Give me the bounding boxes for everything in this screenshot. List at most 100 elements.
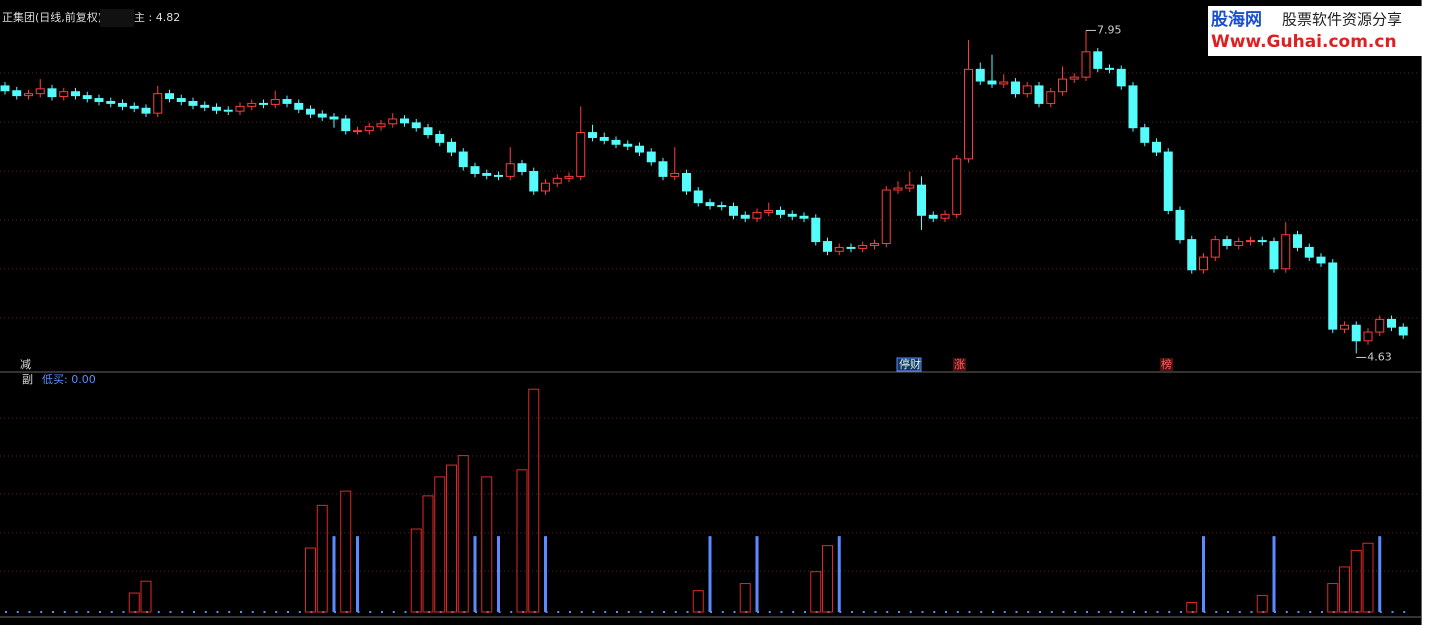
candle-body (1140, 127, 1150, 143)
candle-body (317, 113, 327, 118)
signal-bar (340, 490, 352, 613)
candle-body (494, 174, 503, 177)
candle-body (435, 134, 445, 143)
signal-bar (446, 464, 457, 613)
candle-body (729, 206, 738, 216)
candle-body (235, 105, 245, 112)
candle-body (470, 166, 480, 174)
candle-body (623, 143, 633, 147)
candle-body (893, 187, 903, 191)
candle-body (1293, 234, 1302, 248)
candle-body (1187, 239, 1197, 271)
candle-body (223, 109, 233, 112)
candle-body (1246, 240, 1255, 243)
candle-body (153, 93, 163, 114)
signal-bar (1350, 549, 1362, 613)
redaction (100, 9, 134, 27)
signal-bar (434, 476, 446, 613)
signal-bar (1256, 594, 1268, 613)
candle-body (552, 177, 562, 184)
candle-body (1304, 246, 1314, 258)
candle-body (717, 205, 727, 208)
candle-body (1011, 81, 1020, 95)
candle-body (975, 68, 985, 82)
marker: 减 (20, 358, 31, 371)
watermark: 股海网 股票软件资源分享 Www.Guhai.com.cn (1208, 6, 1422, 56)
candle-body (35, 88, 45, 95)
candle-body (1210, 239, 1220, 258)
candle-body (364, 126, 374, 132)
candle-body (188, 100, 198, 106)
candle-body (329, 116, 339, 120)
signal-bar (305, 547, 316, 613)
main-label: 主 : 4.82 (134, 11, 180, 24)
marker-box (896, 357, 922, 372)
watermark-url: Www.Guhai.com.cn (1211, 32, 1397, 52)
candle-body (705, 202, 715, 207)
candle-body (353, 130, 362, 133)
candle-body (505, 163, 515, 177)
candle-body (693, 190, 703, 204)
high-label: 7.95 (1097, 23, 1122, 36)
candle-body (846, 246, 856, 249)
candle-body (1257, 240, 1267, 243)
candle-body (611, 139, 621, 145)
candle-body (1316, 256, 1326, 264)
candle-body (200, 104, 210, 108)
candle-body (176, 98, 186, 102)
marker-box (1160, 358, 1173, 371)
candle-body (811, 217, 821, 243)
candle-body (1328, 262, 1338, 330)
sub-title: 副 (22, 373, 33, 386)
candle-body (212, 106, 221, 111)
candle-body (564, 175, 574, 179)
candle-body (658, 161, 668, 177)
candle-body (0, 85, 10, 92)
candle-body (799, 215, 809, 219)
candle-body (247, 102, 257, 107)
signal-bar (481, 476, 493, 613)
signal-bar (1186, 602, 1198, 613)
candle-body (635, 145, 644, 153)
watermark-tagline: 股票软件资源分享 (1282, 11, 1402, 29)
candle-body (1046, 91, 1056, 104)
candle-body (306, 108, 315, 115)
signal-bar (822, 545, 833, 613)
candle-body (94, 98, 104, 102)
candle-body (952, 158, 962, 215)
candle-body (400, 118, 409, 124)
candle-body (1152, 141, 1161, 153)
candle-body (823, 241, 832, 252)
candle-body (646, 151, 656, 163)
candle-body (118, 102, 127, 107)
candle-body (129, 105, 139, 109)
marker-box (953, 358, 966, 371)
candle-body (599, 136, 609, 141)
candle-body (1128, 85, 1138, 129)
signal-bar (810, 571, 822, 613)
candle-body (1222, 239, 1232, 246)
candle-body (59, 91, 69, 98)
candle-body (1351, 324, 1361, 342)
candle-body (165, 93, 174, 100)
marker: 涨 (954, 358, 965, 371)
candle-body (987, 80, 997, 85)
signal-bar (692, 590, 704, 613)
candle-body (529, 171, 539, 192)
candle-body (1387, 318, 1396, 328)
signal-bar (422, 495, 434, 613)
candle-body (47, 88, 57, 98)
candle-body (1269, 241, 1279, 270)
candle-body (1281, 234, 1291, 270)
candle-body (1058, 78, 1067, 93)
candle-body (1093, 51, 1103, 69)
marker: 停财 (899, 357, 921, 371)
candle-body (787, 213, 797, 217)
candle-body (1116, 68, 1126, 87)
candle-body (1199, 256, 1208, 271)
candle-body (1105, 67, 1114, 70)
candle-body (1034, 85, 1044, 104)
candle-body (12, 90, 22, 97)
candle-body (776, 209, 785, 215)
